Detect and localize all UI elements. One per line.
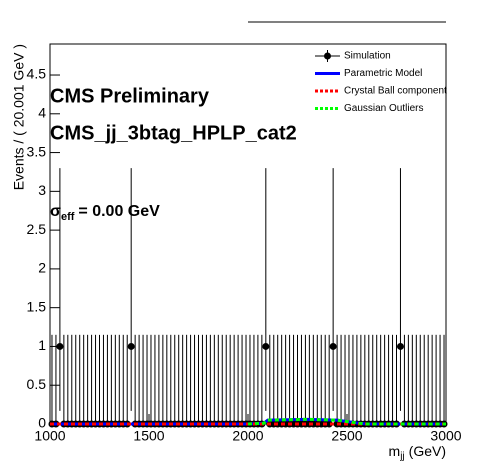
- sigma-symbol: σ: [50, 203, 61, 220]
- x-tick-label: 3000: [430, 428, 461, 444]
- x-label-sub: jj: [399, 451, 404, 462]
- data-point: [329, 342, 337, 350]
- y-tick-label: 4.5: [27, 66, 47, 82]
- y-axis-label: Events / ( 20.001 GeV ): [11, 44, 27, 190]
- legend-label: Simulation: [344, 51, 391, 62]
- sigma-label: σeff = 0.00 GeV: [50, 203, 160, 223]
- annotation: CMS Preliminary: [50, 85, 210, 107]
- y-tick-label: 3: [38, 182, 46, 198]
- y-tick-label: 0: [38, 415, 46, 431]
- x-axis-label: mjj (GeV): [389, 443, 446, 462]
- y-tick-label: 4: [38, 104, 46, 120]
- y-tick-label: 2: [38, 260, 46, 276]
- data-point: [262, 342, 270, 350]
- x-tick-label: 1500: [133, 428, 164, 444]
- x-tick-label: 2000: [232, 428, 263, 444]
- data-point: [127, 342, 135, 350]
- x-tick-label: 2500: [331, 428, 362, 444]
- x-tick-label: 1000: [34, 428, 65, 444]
- legend-label: Gaussian Outliers: [344, 103, 423, 114]
- x-label-text: m: [389, 443, 401, 459]
- data-point: [325, 420, 333, 428]
- legend-marker: [324, 52, 331, 60]
- y-tick-label: 2.5: [27, 221, 47, 237]
- sigma-sub: eff: [61, 211, 75, 223]
- legend-label: Parametric Model: [344, 68, 422, 79]
- y-tick-label: 0.5: [27, 376, 47, 392]
- y-tick-label: 3.5: [27, 143, 47, 159]
- x-label-unit: (GeV): [409, 443, 446, 459]
- data-point: [56, 342, 64, 350]
- curve: [247, 417, 446, 426]
- y-tick-label: 1.5: [27, 298, 47, 314]
- sigma-text: = 0.00 GeV: [78, 203, 160, 220]
- legend-label: Crystal Ball component: [344, 86, 447, 97]
- data-point: [396, 342, 404, 350]
- annotation: CMS_jj_3btag_HPLP_cat2: [50, 122, 297, 144]
- y-tick-label: 1: [38, 337, 46, 353]
